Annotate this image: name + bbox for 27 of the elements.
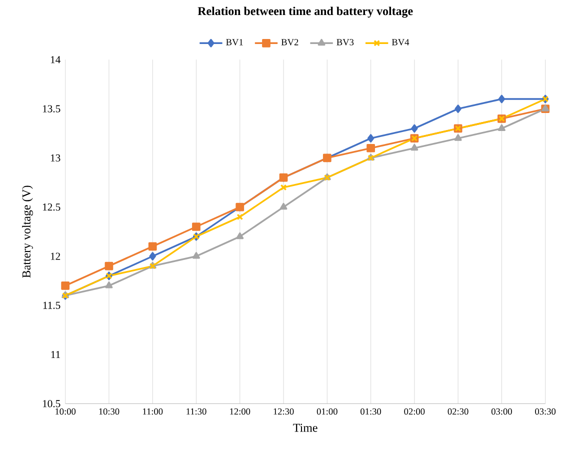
x-tick-label: 02:00 <box>404 408 425 415</box>
x-axis-title: Time <box>293 424 318 432</box>
x-tick-label: 01:00 <box>316 408 338 415</box>
x-tick-label: 11:30 <box>186 408 206 415</box>
y-axis-title: Battery voltage (V) <box>22 186 33 278</box>
y-tick-label: 13.5 <box>42 105 60 112</box>
y-tick-label: 10.5 <box>42 400 60 408</box>
y-tick-label: 13 <box>50 154 60 162</box>
y-tick-label: 14 <box>50 56 60 64</box>
x-tick-label: 10:00 <box>56 408 76 415</box>
x-tick-label: 03:30 <box>535 408 556 415</box>
y-tick-label: 12.5 <box>42 203 60 211</box>
chart-title: Relation between time and battery voltage <box>198 6 413 18</box>
x-tick-label: 12:30 <box>274 408 294 415</box>
legend-label: BV4 <box>392 39 410 46</box>
x-tick-label: 10:30 <box>99 408 120 415</box>
legend-label: BV1 <box>226 39 243 46</box>
x-tick-label: 11:00 <box>143 408 163 415</box>
x-tick-label: 01:30 <box>360 408 382 415</box>
x-tick-label: 12:00 <box>230 408 250 415</box>
x-tick-label: 03:00 <box>491 408 512 415</box>
x-tick-label: 02:30 <box>448 408 468 415</box>
y-tick-label: 12 <box>50 252 60 260</box>
legend-label: BV3 <box>336 39 354 46</box>
y-tick-label: 11 <box>51 351 60 358</box>
legend-label: BV2 <box>281 39 298 46</box>
y-tick-label: 11.5 <box>43 302 60 309</box>
